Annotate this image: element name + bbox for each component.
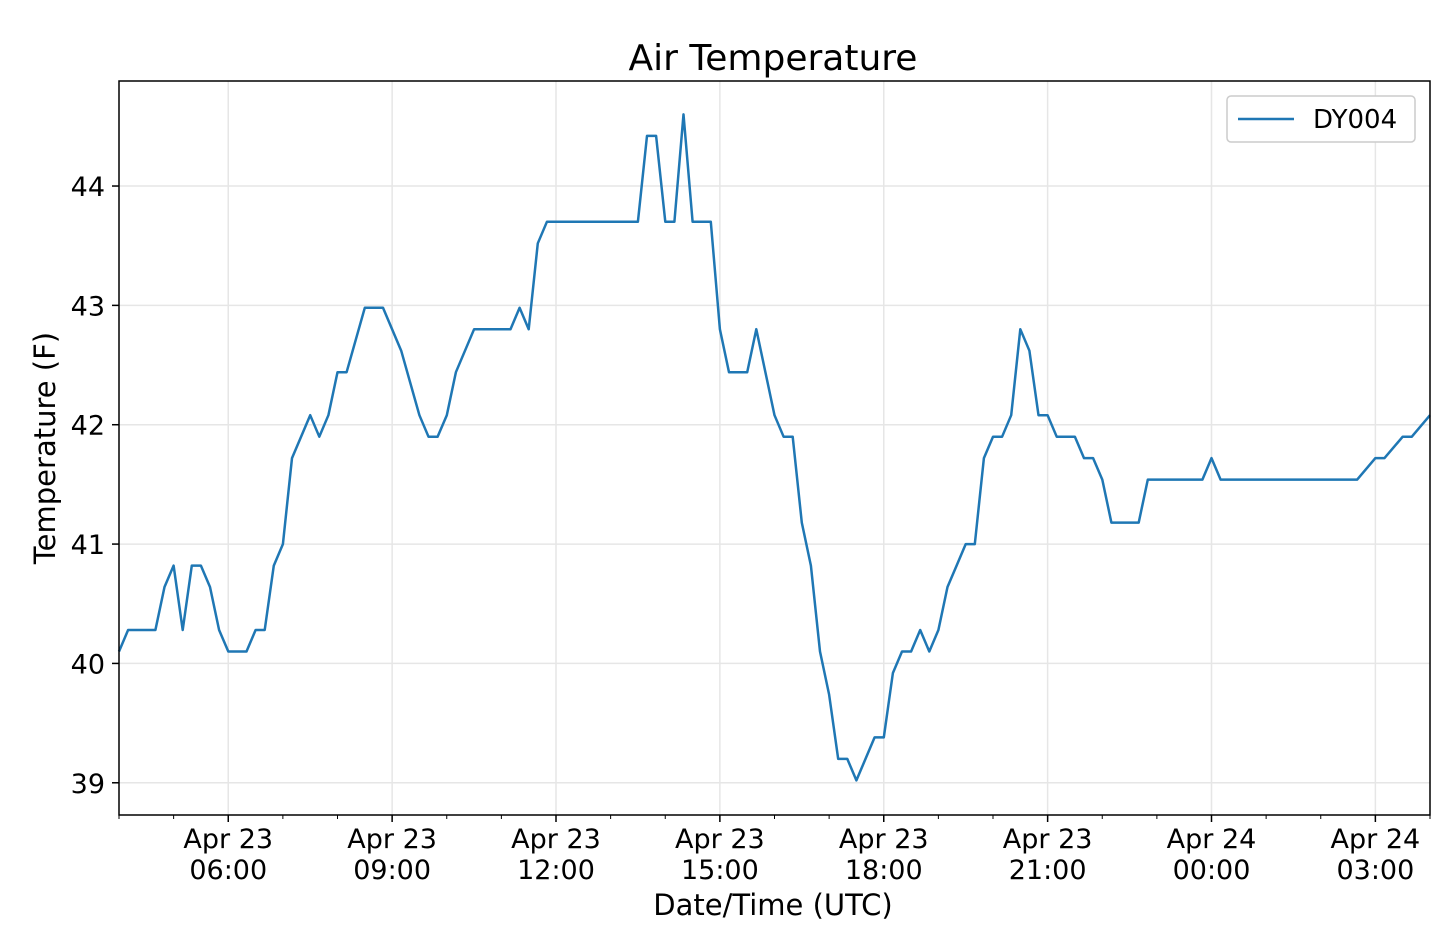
x-tick-label-time: 12:00 bbox=[517, 855, 595, 886]
x-tick-label-time: 06:00 bbox=[189, 855, 267, 886]
y-tick-label: 41 bbox=[71, 530, 105, 561]
x-tick-label-time: 15:00 bbox=[681, 855, 759, 886]
x-tick-label-time: 09:00 bbox=[353, 855, 431, 886]
x-axis-label: Date/Time (UTC) bbox=[653, 888, 892, 922]
legend: DY004 bbox=[1226, 95, 1416, 143]
legend-label-dy004: DY004 bbox=[1313, 105, 1397, 135]
y-tick-label: 40 bbox=[71, 649, 105, 680]
x-tick-label-time: 21:00 bbox=[1009, 855, 1087, 886]
gridlines bbox=[119, 81, 1430, 815]
y-tick-label: 43 bbox=[71, 291, 105, 322]
x-tick-label-date: Apr 23 bbox=[511, 824, 601, 855]
y-axis-label: Temperature (F) bbox=[28, 332, 62, 565]
x-tick-label-time: 18:00 bbox=[845, 855, 923, 886]
series-line-dy004 bbox=[117, 113, 1431, 782]
chart-title: Air Temperature bbox=[629, 38, 918, 79]
x-tick-label-date: Apr 24 bbox=[1331, 824, 1421, 855]
plot-frame bbox=[118, 80, 1431, 816]
x-tick-label-date: Apr 24 bbox=[1167, 824, 1257, 855]
y-tick-label: 44 bbox=[71, 172, 105, 203]
x-tick-label-date: Apr 23 bbox=[675, 824, 765, 855]
x-tick-label-date: Apr 23 bbox=[347, 824, 437, 855]
x-tick-label-time: 00:00 bbox=[1173, 855, 1251, 886]
legend-box bbox=[1226, 95, 1416, 143]
y-tick-label: 42 bbox=[71, 411, 105, 442]
x-tick-label-date: Apr 23 bbox=[839, 824, 929, 855]
x-tick-label-time: 03:00 bbox=[1336, 855, 1414, 886]
x-tick-label-date: Apr 23 bbox=[183, 824, 273, 855]
series-layer bbox=[117, 113, 1431, 782]
y-tick-label: 39 bbox=[71, 769, 105, 800]
x-tick-label-date: Apr 23 bbox=[1003, 824, 1093, 855]
